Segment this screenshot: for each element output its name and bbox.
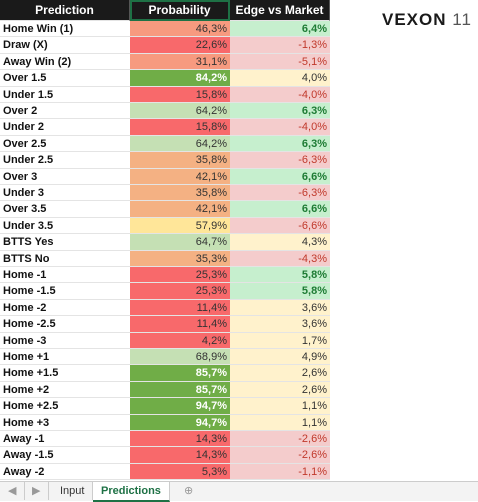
row-label[interactable]: Under 2 bbox=[0, 119, 130, 136]
edge-cell[interactable]: 6,3% bbox=[230, 135, 330, 153]
row-label[interactable]: Away -2 bbox=[0, 463, 130, 481]
edge-cell[interactable]: 3,6% bbox=[230, 299, 330, 317]
probability-cell[interactable]: 68,9% bbox=[130, 349, 230, 366]
edge-cell[interactable]: 4,9% bbox=[230, 349, 330, 366]
probability-cell[interactable]: 15,8% bbox=[130, 119, 230, 136]
edge-cell[interactable]: 1,1% bbox=[230, 398, 330, 415]
row-label[interactable]: Home +3 bbox=[0, 414, 130, 431]
edge-cell[interactable]: 1,1% bbox=[230, 414, 330, 431]
row-label[interactable]: Over 3.5 bbox=[0, 201, 130, 218]
probability-cell[interactable]: 35,3% bbox=[130, 250, 230, 267]
add-sheet-button[interactable]: ⊕ bbox=[184, 485, 194, 497]
edge-cell[interactable]: -6,3% bbox=[230, 152, 330, 169]
edge-cell[interactable]: 6,3% bbox=[230, 103, 330, 120]
edge-cell[interactable]: 5,8% bbox=[230, 267, 330, 284]
edge-cell[interactable]: 4,0% bbox=[230, 70, 330, 87]
probability-cell[interactable]: 94,7% bbox=[130, 414, 230, 431]
probability-cell[interactable]: 85,7% bbox=[130, 365, 230, 382]
logo-number: 11 bbox=[452, 10, 472, 29]
edge-cell[interactable]: 6,6% bbox=[230, 201, 330, 218]
sheet-tabs: ◀ ▶ Input Predictions ⊕ bbox=[0, 481, 478, 502]
probability-cell[interactable]: 5,3% bbox=[130, 463, 230, 481]
probability-cell[interactable]: 11,4% bbox=[130, 316, 230, 333]
edge-cell[interactable]: -4,0% bbox=[230, 86, 330, 103]
edge-cell[interactable]: -2,6% bbox=[230, 447, 330, 464]
row-label[interactable]: Under 3 bbox=[0, 185, 130, 202]
probability-cell[interactable]: 42,1% bbox=[130, 201, 230, 218]
probability-cell[interactable]: 22,6% bbox=[130, 37, 230, 54]
row-label[interactable]: Away -1 bbox=[0, 431, 130, 448]
probability-cell[interactable]: 35,8% bbox=[130, 185, 230, 202]
row-label[interactable]: Home -3 bbox=[0, 332, 130, 349]
edge-cell[interactable]: 1,7% bbox=[230, 332, 330, 349]
sheet-tab[interactable]: Predictions bbox=[93, 482, 170, 502]
header-edge[interactable]: Edge vs Market bbox=[230, 0, 330, 21]
probability-cell[interactable]: 94,7% bbox=[130, 398, 230, 415]
probability-cell[interactable]: 31,1% bbox=[130, 53, 230, 71]
row-label[interactable]: Home +2 bbox=[0, 381, 130, 399]
edge-cell[interactable]: -6,3% bbox=[230, 185, 330, 202]
probability-cell[interactable]: 25,3% bbox=[130, 267, 230, 284]
header-probability[interactable]: Probability bbox=[130, 0, 230, 21]
edge-cell[interactable]: 3,6% bbox=[230, 316, 330, 333]
edge-cell[interactable]: 2,6% bbox=[230, 365, 330, 382]
probability-cell[interactable]: 85,7% bbox=[130, 381, 230, 399]
row-label[interactable]: Home -1 bbox=[0, 267, 130, 284]
edge-cell[interactable]: -1,1% bbox=[230, 463, 330, 481]
probability-cell[interactable]: 84,2% bbox=[130, 70, 230, 87]
probability-cell[interactable]: 4,2% bbox=[130, 332, 230, 349]
row-label[interactable]: Draw (X) bbox=[0, 37, 130, 54]
row-label[interactable]: Home +2.5 bbox=[0, 398, 130, 415]
row-label[interactable]: Over 2.5 bbox=[0, 135, 130, 153]
probability-cell[interactable]: 15,8% bbox=[130, 86, 230, 103]
probability-cell[interactable]: 35,8% bbox=[130, 152, 230, 169]
logo: VEXON 11 bbox=[382, 10, 472, 30]
probability-cell[interactable]: 42,1% bbox=[130, 168, 230, 185]
edge-cell[interactable]: 6,4% bbox=[230, 21, 330, 38]
row-label[interactable]: Away -1.5 bbox=[0, 447, 130, 464]
row-label[interactable]: Over 1.5 bbox=[0, 70, 130, 87]
edge-cell[interactable]: -1,3% bbox=[230, 37, 330, 54]
row-label[interactable]: Under 2.5 bbox=[0, 152, 130, 169]
edge-cell[interactable]: 6,6% bbox=[230, 168, 330, 185]
sheet-tab[interactable]: Input bbox=[52, 482, 94, 500]
edge-cell[interactable]: 4,3% bbox=[230, 234, 330, 251]
probability-cell[interactable]: 46,3% bbox=[130, 21, 230, 38]
tab-next[interactable]: ▶ bbox=[24, 482, 50, 500]
edge-cell[interactable]: -5,1% bbox=[230, 53, 330, 71]
probability-cell[interactable]: 64,2% bbox=[130, 103, 230, 120]
row-label[interactable]: Over 2 bbox=[0, 103, 130, 120]
edge-cell[interactable]: -4,3% bbox=[230, 250, 330, 267]
probability-cell[interactable]: 64,7% bbox=[130, 234, 230, 251]
probability-cell[interactable]: 25,3% bbox=[130, 283, 230, 300]
row-label[interactable]: Home +1.5 bbox=[0, 365, 130, 382]
row-label[interactable]: Home +1 bbox=[0, 349, 130, 366]
row-label[interactable]: Under 3.5 bbox=[0, 217, 130, 235]
header-prediction[interactable]: Prediction bbox=[0, 0, 130, 21]
row-label[interactable]: Under 1.5 bbox=[0, 86, 130, 103]
row-label[interactable]: Over 3 bbox=[0, 168, 130, 185]
edge-cell[interactable]: -4,0% bbox=[230, 119, 330, 136]
edge-cell[interactable]: -6,6% bbox=[230, 217, 330, 235]
row-label[interactable]: Home -1.5 bbox=[0, 283, 130, 300]
logo-name: VEXON bbox=[382, 10, 447, 29]
edge-cell[interactable]: 2,6% bbox=[230, 381, 330, 399]
edge-cell[interactable]: -2,6% bbox=[230, 431, 330, 448]
probability-cell[interactable]: 11,4% bbox=[130, 299, 230, 317]
probability-cell[interactable]: 14,3% bbox=[130, 447, 230, 464]
probability-cell[interactable]: 14,3% bbox=[130, 431, 230, 448]
probability-cell[interactable]: 57,9% bbox=[130, 217, 230, 235]
probability-cell[interactable]: 64,2% bbox=[130, 135, 230, 153]
row-label[interactable]: BTTS Yes bbox=[0, 234, 130, 251]
tab-prev[interactable]: ◀ bbox=[0, 482, 26, 500]
edge-cell[interactable]: 5,8% bbox=[230, 283, 330, 300]
row-label[interactable]: Home -2 bbox=[0, 299, 130, 317]
row-label[interactable]: Away Win (2) bbox=[0, 53, 130, 71]
row-label[interactable]: BTTS No bbox=[0, 250, 130, 267]
row-label[interactable]: Home -2.5 bbox=[0, 316, 130, 333]
row-label[interactable]: Home Win (1) bbox=[0, 21, 130, 38]
